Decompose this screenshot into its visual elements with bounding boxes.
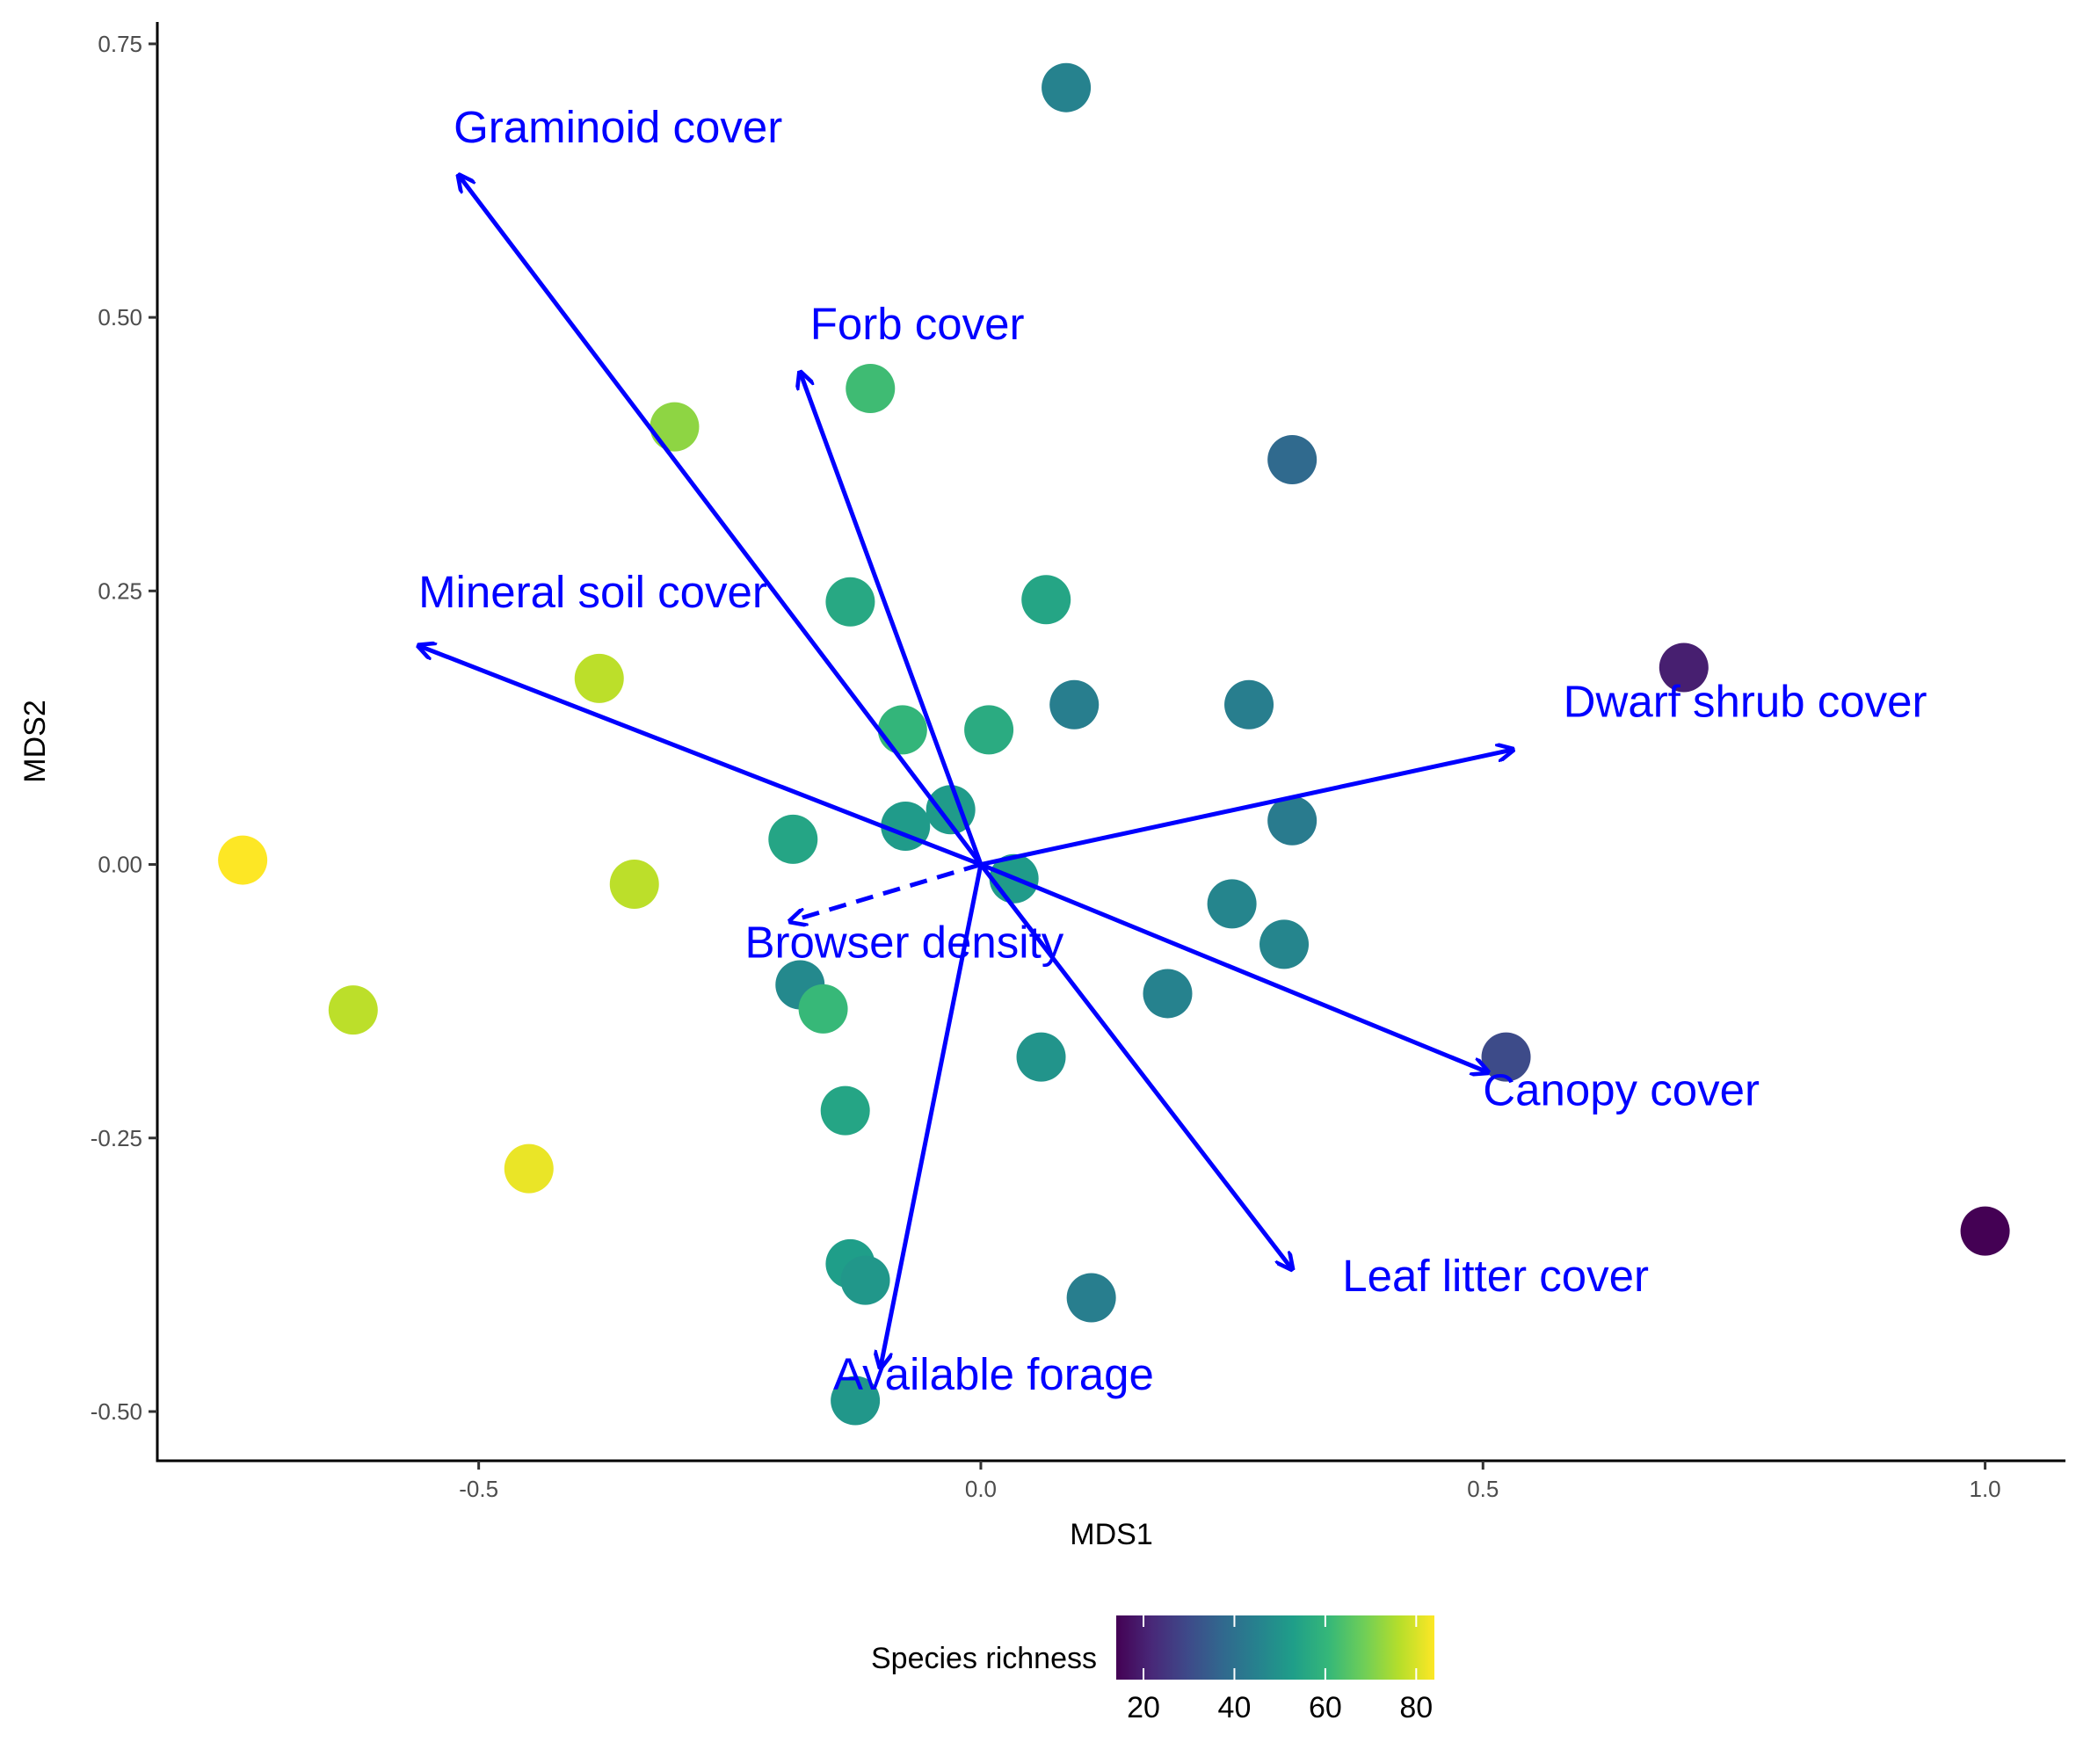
sample-point-20 [1207,879,1257,929]
sample-point-18 [218,835,268,885]
vector-label-canopy-cover: Canopy cover [1483,1064,1760,1114]
sample-point-11 [877,705,927,755]
sample-point-23 [798,984,848,1034]
sample-point-28 [820,1085,870,1136]
sample-point-4 [1267,434,1317,484]
sample-point-9 [1224,679,1274,730]
sample-point-2 [846,364,896,414]
sample-point-6 [1021,575,1071,625]
sample-point-32 [840,1255,890,1305]
sample-point-29 [504,1143,554,1194]
x-tick-label: 0.5 [1467,1476,1499,1502]
axes: -0.5 0.0 0.5 1.0 -0.50 -0.25 0.00 0.25 0.50 0.75… [18,22,2065,1551]
vector-arrow-canopy-cover [980,862,1488,1073]
vector-arrow-forb-cover [800,372,984,866]
vector-arrow-leaf-litter-cover [978,863,1292,1270]
y-tick-label: 0.25 [98,577,142,604]
sample-point-26 [1016,1032,1066,1082]
y-tick-label: -0.25 [91,1125,142,1151]
sample-point-30 [1960,1206,2010,1256]
vector-label-available-forage: Available forage [833,1349,1154,1399]
y-tick-label: -0.50 [91,1398,142,1425]
sample-point-1 [1042,62,1092,113]
sample-point-16 [1267,795,1317,846]
vector-label-graminoid-cover: Graminoid cover [454,102,782,152]
y-axis-title: MDS2 [18,700,52,782]
sample-point-24 [1143,969,1193,1019]
x-axis-ticks: -0.5 0.0 0.5 1.0 [459,1461,2001,1502]
color-legend: Species richness 20 40 60 80 [871,1615,1434,1724]
sample-point-25 [328,985,378,1035]
legend-tick-label: 80 [1399,1691,1433,1724]
legend-title: Species richness [871,1642,1097,1675]
sample-point-34 [831,1376,881,1426]
x-tick-label: 0.0 [965,1476,997,1502]
sample-point-5 [825,577,875,627]
legend-tick-label: 60 [1309,1691,1342,1724]
vector-arrow-mineral-soil-cover [418,646,982,867]
sample-point-21 [1259,919,1310,969]
legend-colorbar [1116,1615,1434,1680]
sample-point-3 [650,402,700,452]
vector-label-forb-cover: Forb cover [810,299,1025,349]
vector-label-dwarf-shrub-cover: Dwarf shrub cover [1564,676,1927,726]
x-axis-title: MDS1 [1070,1518,1152,1551]
vector-label-mineral-soil-cover: Mineral soil cover [418,567,767,617]
y-tick-label: 0.00 [98,852,142,878]
legend-tick-label: 20 [1127,1691,1160,1724]
x-tick-label: 1.0 [1970,1476,2001,1502]
sample-point-15 [768,814,818,864]
sample-points [218,62,2010,1426]
legend-ticks: 20 40 60 80 [1127,1615,1433,1724]
environmental-vectors [418,175,1513,1368]
sample-point-19 [609,859,659,909]
y-tick-label: 0.75 [98,31,142,57]
sample-point-8 [1049,679,1100,730]
y-tick-label: 0.50 [98,304,142,330]
vector-arrow-available-forage [881,864,984,1368]
vector-arrow-browser-density [790,862,982,922]
vector-label-leaf-litter-cover: Leaf litter cover [1342,1251,1649,1301]
sample-point-10 [1659,642,1709,693]
y-axis-ticks: -0.50 -0.25 0.00 0.25 0.50 0.75 [91,31,157,1425]
legend-tick-label: 40 [1218,1691,1252,1724]
vector-labels: Graminoid cover Forb cover Mineral soil co… [418,102,1927,1399]
sample-point-7 [574,653,624,703]
vector-label-browser-density: Browser density [744,917,1063,967]
vector-arrow-dwarf-shrub-cover [980,750,1513,867]
x-tick-label: -0.5 [459,1476,498,1502]
sample-point-12 [964,705,1014,755]
sample-point-33 [1066,1273,1116,1323]
sample-point-27 [1481,1032,1531,1082]
vector-arrow-graminoid-cover [459,175,983,867]
